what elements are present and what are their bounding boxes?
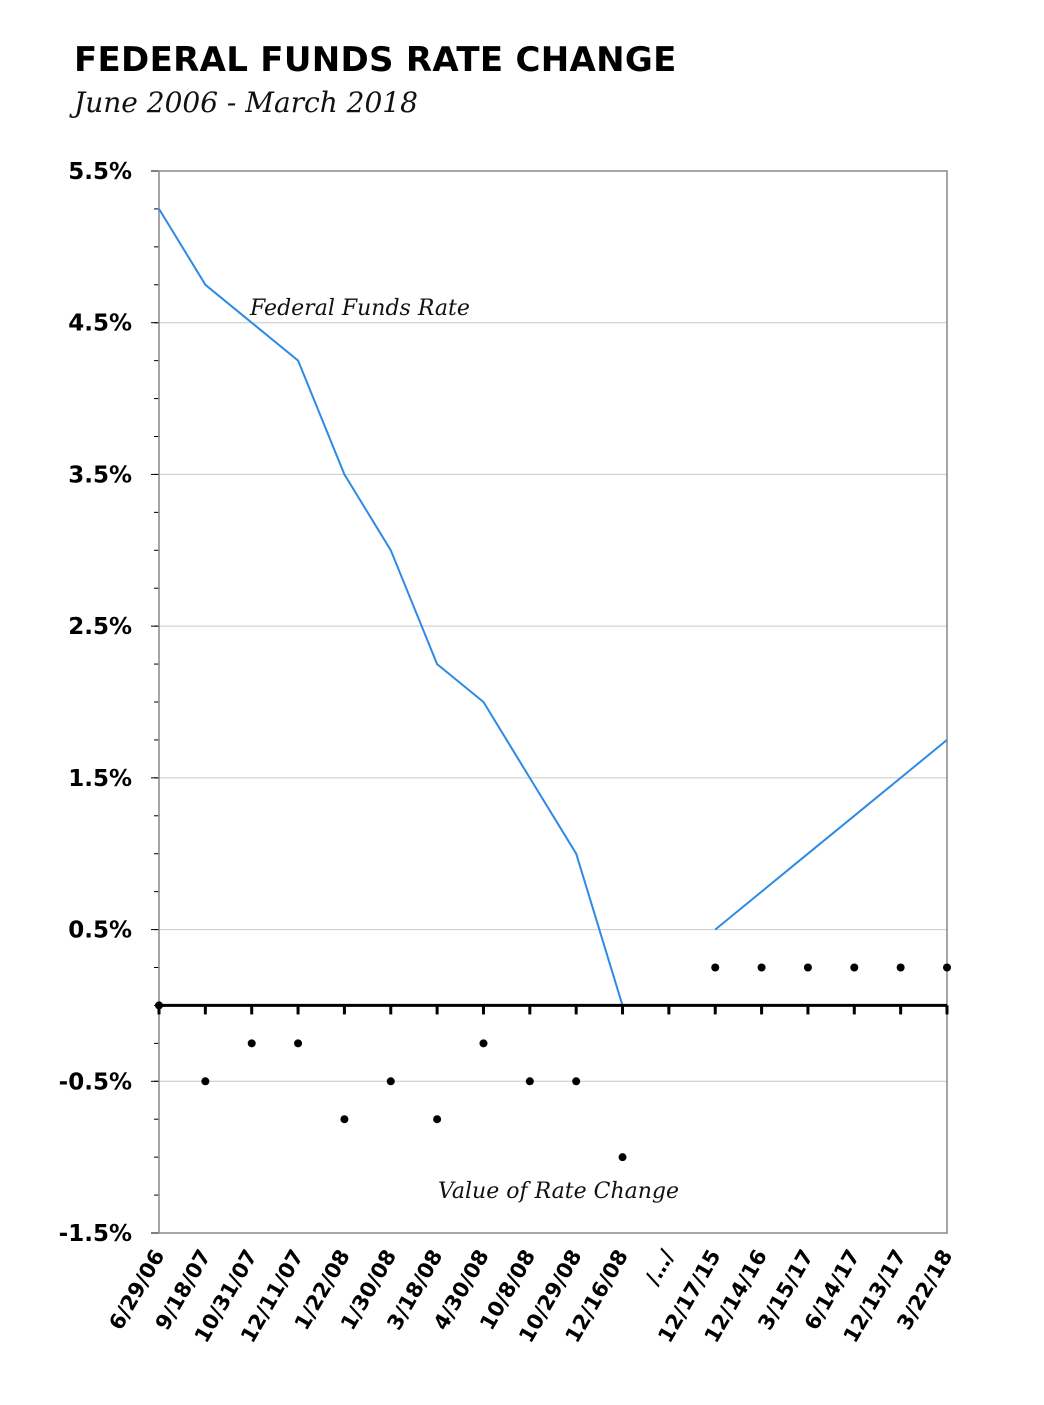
rate-change-point [479, 1039, 488, 1048]
rate-change-point [201, 1077, 210, 1086]
rate-change-point [386, 1077, 395, 1086]
chart-subtitle: June 2006 - March 2018 [74, 86, 418, 119]
x-axis-tick-marks [157, 1005, 949, 1015]
rate-change-point [943, 963, 951, 972]
x-tick-labels: 6/29/069/18/0710/31/0712/11/071/22/081/3… [104, 1245, 957, 1346]
rate-change-point [247, 1039, 256, 1048]
annotation-value-of-rate-change: Value of Rate Change [438, 1179, 679, 1204]
y-tick-label: 4.5% [68, 311, 132, 337]
rate-change-points [155, 963, 951, 1162]
rate-change-point [572, 1077, 581, 1086]
plot-frame [158, 170, 948, 1234]
annotation-federal-funds-rate: Federal Funds Rate [249, 296, 470, 321]
y-tick-label: -0.5% [59, 1069, 132, 1095]
rate-change-point [757, 963, 766, 972]
y-tick-label: 3.5% [68, 462, 132, 488]
y-tick-label: 2.5% [68, 614, 132, 640]
federal-funds-rate-line [714, 739, 948, 931]
y-tick-label: 1.5% [68, 766, 132, 792]
rate-change-point [711, 963, 720, 972]
rate-change-point [340, 1115, 349, 1124]
rate-change-point [896, 963, 905, 972]
rate-change-point [294, 1039, 303, 1048]
federal-funds-rate-line [158, 208, 624, 1006]
rate-line-series [158, 208, 948, 1006]
y-tick-labels: 5.5% 4.5% 3.5% 2.5% 1.5% 0.5% -0.5% -1.5% [59, 159, 132, 1247]
rate-change-point [850, 963, 859, 972]
grid-lines [151, 170, 947, 1234]
rate-change-point [803, 963, 812, 972]
rate-change-point [433, 1115, 442, 1124]
rate-change-point [525, 1077, 534, 1086]
y-tick-label: -1.5% [59, 1221, 132, 1247]
y-tick-label: 0.5% [68, 918, 132, 944]
x-tick-label: /…/ [640, 1245, 679, 1289]
rate-change-point [155, 1001, 163, 1010]
chart-title: FEDERAL FUNDS RATE CHANGE [74, 40, 677, 80]
rate-change-point [618, 1153, 627, 1162]
y-tick-label: 5.5% [68, 159, 132, 185]
